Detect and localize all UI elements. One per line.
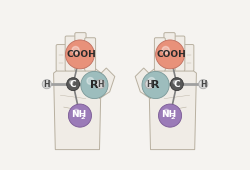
Circle shape bbox=[156, 40, 184, 69]
Circle shape bbox=[164, 109, 170, 115]
Text: NH: NH bbox=[71, 110, 86, 119]
Circle shape bbox=[98, 82, 100, 84]
Circle shape bbox=[158, 104, 182, 127]
Polygon shape bbox=[54, 68, 101, 150]
Text: H: H bbox=[146, 80, 153, 89]
Circle shape bbox=[173, 81, 176, 84]
Text: NH: NH bbox=[161, 110, 176, 119]
Circle shape bbox=[201, 82, 203, 84]
FancyBboxPatch shape bbox=[154, 38, 165, 71]
Circle shape bbox=[145, 80, 154, 89]
FancyBboxPatch shape bbox=[184, 45, 194, 71]
Circle shape bbox=[42, 80, 51, 89]
Text: COOH: COOH bbox=[157, 50, 187, 59]
Circle shape bbox=[87, 78, 94, 84]
Text: 2: 2 bbox=[171, 115, 175, 120]
Text: C: C bbox=[174, 80, 180, 89]
Text: H: H bbox=[97, 80, 103, 89]
Circle shape bbox=[148, 78, 155, 84]
FancyBboxPatch shape bbox=[65, 36, 76, 71]
Circle shape bbox=[44, 82, 46, 84]
Circle shape bbox=[147, 82, 150, 84]
Circle shape bbox=[170, 78, 183, 91]
Circle shape bbox=[198, 80, 208, 89]
Text: C: C bbox=[70, 80, 76, 89]
Circle shape bbox=[142, 71, 169, 99]
FancyBboxPatch shape bbox=[85, 38, 96, 71]
Circle shape bbox=[70, 81, 73, 84]
Text: H: H bbox=[200, 80, 206, 89]
Polygon shape bbox=[96, 68, 115, 99]
Circle shape bbox=[81, 71, 108, 99]
Text: R: R bbox=[151, 80, 160, 90]
FancyBboxPatch shape bbox=[164, 33, 175, 71]
Circle shape bbox=[67, 78, 80, 91]
Circle shape bbox=[74, 109, 79, 115]
Text: 2: 2 bbox=[81, 115, 85, 120]
Circle shape bbox=[96, 80, 105, 89]
Text: COOH: COOH bbox=[67, 50, 96, 59]
Polygon shape bbox=[135, 68, 154, 99]
FancyBboxPatch shape bbox=[56, 45, 66, 71]
Circle shape bbox=[68, 104, 92, 127]
FancyBboxPatch shape bbox=[174, 36, 185, 71]
Circle shape bbox=[66, 40, 94, 69]
Polygon shape bbox=[149, 68, 196, 150]
Circle shape bbox=[72, 46, 79, 54]
Text: R: R bbox=[90, 80, 99, 90]
Text: H: H bbox=[44, 80, 50, 89]
FancyBboxPatch shape bbox=[75, 33, 86, 71]
Circle shape bbox=[162, 46, 169, 54]
